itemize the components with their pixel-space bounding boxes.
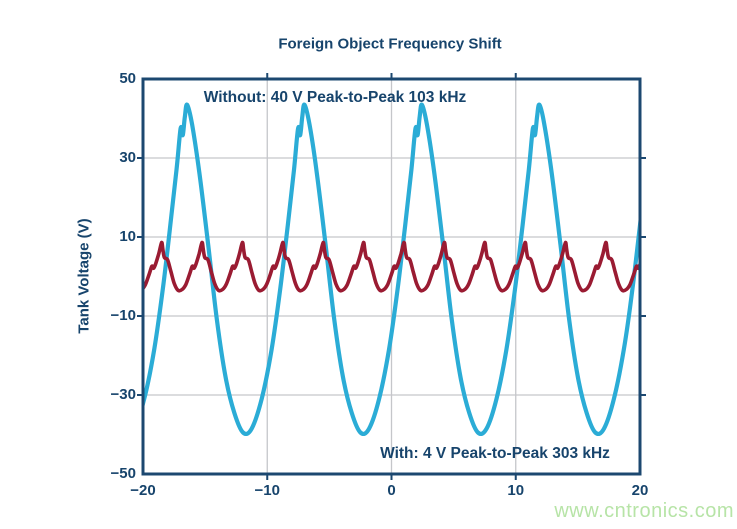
y-tick-label: 10 [119,228,136,245]
annotation-with: With: 4 V Peak-to-Peak 303 kHz [380,445,610,462]
waveform-without-foreign-object-line [143,102,640,437]
x-tick-label: 20 [631,482,649,499]
x-tick-label: −10 [254,482,280,499]
y-tick-label: −10 [110,307,136,324]
y-tick-label: 50 [119,70,136,87]
x-tick-label: 0 [387,482,396,499]
y-tick-label: 30 [119,149,136,166]
plot-border [141,77,642,476]
chart-title: Foreign Object Frequency Shift [278,35,502,53]
y-tick-label: −30 [110,386,136,403]
waveform-with-foreign-object-line [143,240,640,293]
x-tick-label: 10 [507,482,525,499]
annotation-without: Without: 40 V Peak-to-Peak 103 kHz [203,89,467,106]
x-tick-label: −20 [130,482,156,499]
watermark-text: www.cntronics.com [554,500,734,522]
y-tick-label: −50 [110,465,136,482]
